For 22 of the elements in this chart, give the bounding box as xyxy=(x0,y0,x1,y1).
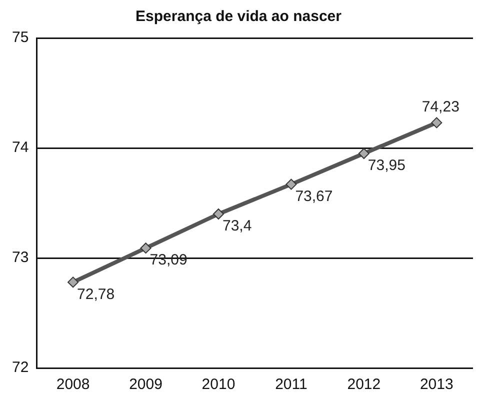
x-tick-label: 2009 xyxy=(129,376,162,394)
x-tick-label: 2011 xyxy=(275,376,308,394)
chart-title: Esperança de vida ao nascer xyxy=(136,8,342,26)
data-label: 73,95 xyxy=(368,157,406,174)
point xyxy=(212,208,224,220)
y-tick-label: 72 xyxy=(12,359,29,376)
x-tick-label: 2013 xyxy=(420,376,454,394)
x-tick-label: 2008 xyxy=(56,376,90,394)
data-label: 72,78 xyxy=(77,286,115,303)
data-label: 74,23 xyxy=(422,98,460,116)
point xyxy=(286,178,297,190)
data-label: 73,4 xyxy=(222,218,252,235)
y-tick-label: 74 xyxy=(12,139,29,156)
point xyxy=(358,148,370,159)
y-tick-label: 73 xyxy=(12,249,29,266)
y-tick-label: 75 xyxy=(12,29,29,46)
x-tick-label: 2010 xyxy=(202,376,236,394)
data-label: 73,67 xyxy=(295,188,333,205)
point xyxy=(431,117,442,128)
point xyxy=(140,242,152,254)
point xyxy=(68,276,79,288)
x-tick-label: 2012 xyxy=(347,376,381,394)
